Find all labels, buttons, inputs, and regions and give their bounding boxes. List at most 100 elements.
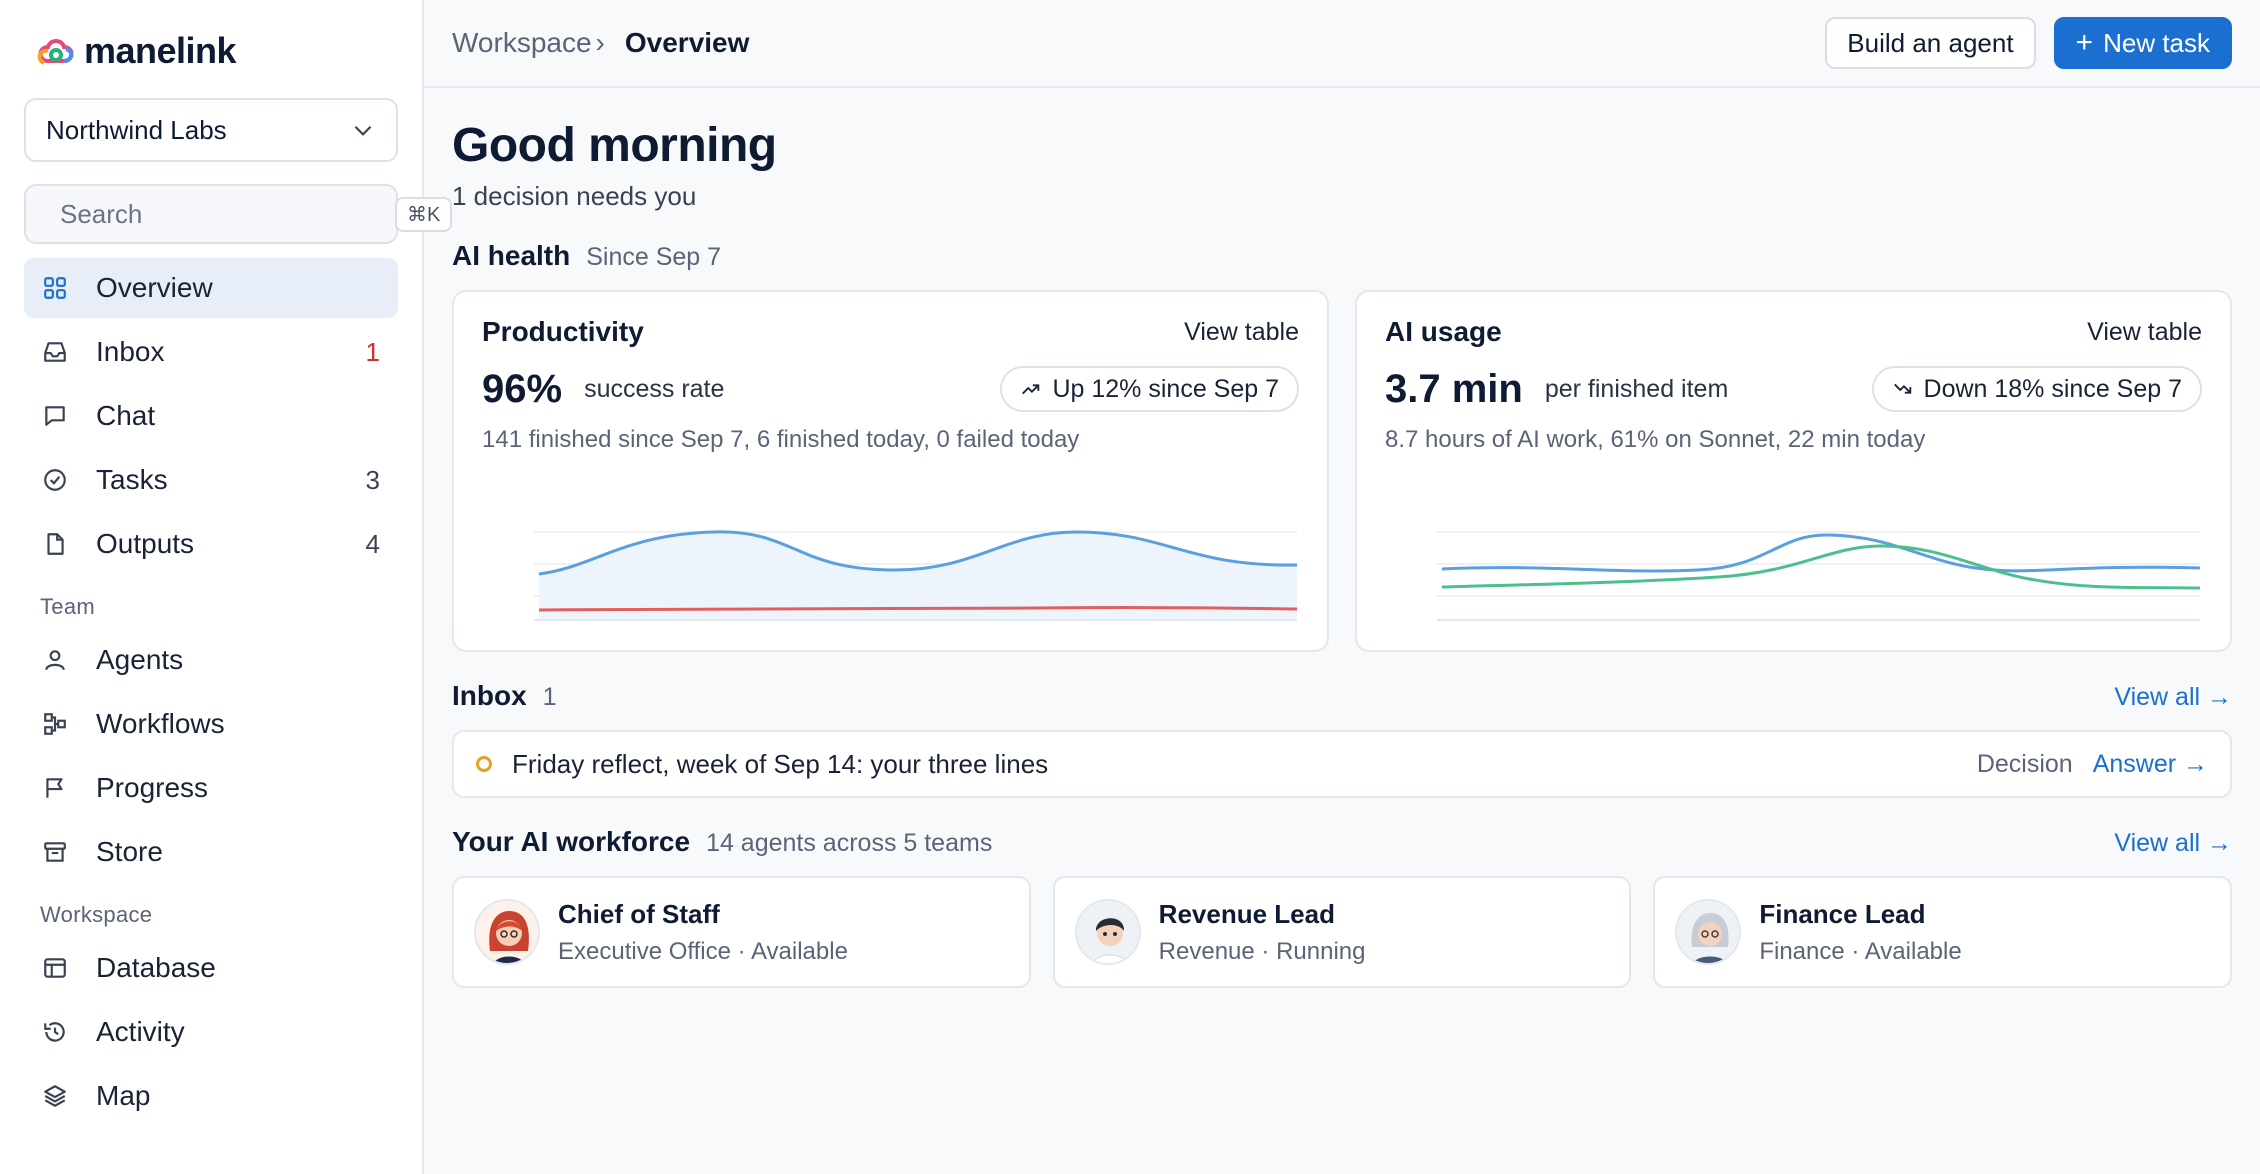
agent-card-chief-of-staff[interactable]: Chief of Staff Executive Office · Availa…	[452, 876, 1031, 988]
workflow-icon	[40, 709, 70, 739]
outputs-count: 4	[365, 528, 380, 559]
ai-usage-card: AI usage View table 3.7 min per finished…	[1355, 290, 2232, 652]
metric-detail: 141 finished since Sep 7, 6 finished tod…	[482, 426, 1080, 453]
ai-health-cards: Productivity View table 96% success rate…	[452, 290, 2232, 652]
search-input[interactable]	[60, 198, 395, 230]
inbox-title: Inbox	[452, 680, 527, 711]
sidebar-item-tasks[interactable]: Tasks 3	[24, 450, 398, 510]
grid-icon	[40, 273, 70, 303]
greeting-title: Good morning	[452, 119, 777, 172]
sidebar-item-inbox[interactable]: Inbox 1	[24, 322, 398, 382]
sidebar-item-store[interactable]: Store	[24, 822, 398, 882]
answer-link[interactable]: Answer →	[2092, 749, 2208, 778]
content: Good morning 1 decision needs you AI hea…	[424, 118, 2260, 988]
trend-down-icon	[1893, 383, 1911, 394]
org-name: Northwind Labs	[46, 114, 227, 145]
history-icon	[40, 1017, 70, 1047]
chevron-down-icon	[354, 125, 372, 136]
breadcrumb: Workspace › Overview	[452, 27, 749, 59]
agent-card-finance-lead[interactable]: Finance Lead Finance · Available	[1653, 876, 2233, 988]
table-icon	[40, 953, 70, 983]
agent-meta: Finance · Available	[1759, 937, 1962, 965]
usage-series-line	[1441, 533, 2201, 573]
workforce-meta: 14 agents across 5 teams	[706, 829, 993, 857]
inbox-item-type: Decision	[1976, 749, 2073, 778]
ai-health-header: AI health Since Sep 7	[452, 240, 2232, 272]
metric-value: 96%	[482, 366, 563, 411]
metric-value: 3.7 min	[1385, 366, 1523, 411]
agent-cards: Chief of Staff Executive Office · Availa…	[452, 876, 2233, 988]
avatar	[1074, 899, 1141, 965]
agent-name: Chief of Staff	[558, 898, 720, 929]
sidebar-item-label: Outputs	[96, 528, 195, 559]
team-section-label: Team	[40, 594, 95, 619]
sidebar-item-overview[interactable]: Overview	[24, 258, 398, 318]
org-selector[interactable]: Northwind Labs	[24, 98, 398, 162]
new-task-button[interactable]: + New task	[2053, 17, 2232, 69]
view-table-link[interactable]: View table	[1184, 317, 1299, 346]
sidebar-item-label: Workflows	[96, 708, 225, 739]
agent-meta: Executive Office · Available	[558, 937, 848, 965]
sidebar-item-label: Agents	[96, 644, 184, 675]
metric-detail: 8.7 hours of AI work, 61% on Sonnet, 22 …	[1385, 426, 1926, 453]
user-icon	[40, 645, 70, 675]
trend-badge: Down 18% since Sep 7	[1871, 366, 2202, 412]
chat-icon	[40, 401, 70, 431]
logo-icon	[37, 39, 74, 65]
sidebar-item-outputs[interactable]: Outputs 4	[24, 514, 398, 574]
sidebar-item-progress[interactable]: Progress	[24, 758, 398, 818]
productivity-card: Productivity View table 96% success rate…	[452, 290, 1329, 652]
inbox-header: Inbox 1 View all →	[452, 680, 2232, 712]
productivity-sparkline	[534, 512, 1298, 622]
inbox-icon	[40, 337, 70, 367]
sonnet-share-series-line	[1441, 544, 2201, 590]
agent-meta: Revenue · Running	[1158, 937, 1366, 965]
metric-label: success rate	[584, 374, 725, 403]
sidebar-item-agents[interactable]: Agents	[24, 630, 398, 690]
search-box[interactable]: ⌘K	[24, 184, 453, 244]
trend-up-icon	[1022, 384, 1040, 395]
search-shortcut: ⌘K	[395, 196, 453, 232]
brand-logo[interactable]: manelink	[34, 28, 398, 74]
pending-status-icon	[476, 756, 492, 772]
workforce-view-all-link[interactable]: View all →	[2114, 829, 2232, 857]
sidebar-item-label: Chat	[96, 400, 156, 431]
breadcrumb-parent[interactable]: Workspace	[452, 27, 592, 58]
inbox-item-text: Friday reflect, week of Sep 14: your thr…	[512, 748, 1049, 779]
inbox-view-all-link[interactable]: View all →	[2114, 683, 2232, 711]
sidebar-item-label: Tasks	[96, 464, 168, 495]
ai-usage-sparkline	[1437, 512, 2201, 622]
trend-badge: Up 12% since Sep 7	[1000, 366, 1299, 412]
view-table-link[interactable]: View table	[2087, 317, 2202, 346]
inbox-count-badge: 1	[365, 336, 380, 367]
failures-series-line	[539, 606, 1298, 612]
agent-name: Revenue Lead	[1158, 898, 1335, 929]
sidebar-item-label: Inbox	[96, 336, 165, 367]
plus-icon: +	[2075, 26, 2094, 59]
workspace-section-label: Workspace	[40, 902, 153, 927]
ai-health-meta: Since Sep 7	[586, 243, 722, 271]
sidebar-item-chat[interactable]: Chat	[24, 386, 398, 446]
card-title: AI usage	[1385, 316, 1502, 347]
brand-name: manelink	[84, 30, 237, 71]
sidebar-item-workflows[interactable]: Workflows	[24, 694, 398, 754]
workforce-header: Your AI workforce 14 agents across 5 tea…	[452, 826, 2232, 858]
sidebar-item-database[interactable]: Database	[24, 938, 398, 998]
inbox-item[interactable]: Friday reflect, week of Sep 14: your thr…	[452, 730, 2232, 798]
greeting-subtitle: 1 decision needs you	[452, 181, 697, 211]
sidebar-item-label: Overview	[96, 272, 213, 303]
ai-health-title: AI health	[452, 240, 571, 271]
layers-icon	[40, 1081, 70, 1111]
sidebar-item-map[interactable]: Map	[24, 1066, 398, 1126]
agent-card-revenue-lead[interactable]: Revenue Lead Revenue · Running	[1052, 876, 1632, 988]
breadcrumb-separator: ›	[595, 27, 605, 58]
tasks-count: 3	[365, 464, 380, 495]
sidebar-item-label: Progress	[96, 772, 209, 803]
main-panel: Workspace › Overview Build an agent + Ne…	[424, 0, 2260, 1174]
sidebar-item-activity[interactable]: Activity	[24, 1002, 398, 1062]
card-title: Productivity	[482, 316, 644, 347]
sidebar-item-label: Map	[96, 1080, 151, 1111]
avatar	[1675, 899, 1742, 965]
build-agent-button[interactable]: Build an agent	[1825, 17, 2036, 69]
